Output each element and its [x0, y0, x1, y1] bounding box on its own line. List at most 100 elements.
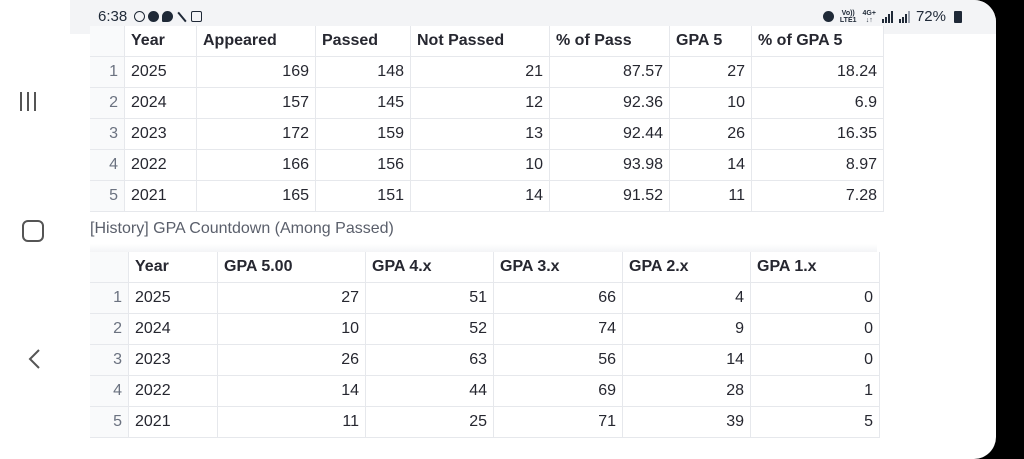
row-index: 3	[90, 118, 125, 150]
table-cell: 165	[196, 180, 316, 212]
table-cell: 2021	[124, 180, 197, 212]
table-cell: 25	[365, 406, 494, 438]
table-cell: 5	[750, 406, 880, 438]
table-cell: 51	[365, 282, 494, 314]
table-cell: 91.52	[549, 180, 670, 212]
column-header[interactable]: % of GPA 5	[751, 26, 884, 57]
index-header	[90, 252, 129, 283]
table-row: 4 2022 14 44 69 28 1	[90, 375, 880, 407]
table-cell: 10	[217, 313, 366, 345]
row-index: 1	[90, 56, 125, 88]
table-cell: 148	[315, 56, 411, 88]
table-cell: 14	[622, 344, 751, 376]
row-index: 2	[90, 313, 129, 345]
status-bar-right: Vo)) LTE1 4G+ ↓↑ 72%	[822, 8, 962, 25]
column-header[interactable]: Year	[124, 26, 197, 57]
column-header[interactable]: Year	[128, 252, 218, 283]
table-cell: 14	[410, 180, 550, 212]
section-caption: [History] GPA Countdown (Among Passed)	[90, 220, 394, 237]
caption-divider	[90, 244, 877, 252]
column-header[interactable]: % of Pass	[549, 26, 670, 57]
table-cell: 66	[493, 282, 623, 314]
volte-label: Vo))	[841, 9, 855, 17]
alarm-icon	[822, 11, 834, 22]
table-cell: 169	[196, 56, 316, 88]
table-cell: 159	[315, 118, 411, 150]
table-row: 2 2024 157 145 12 92.36 10 6.9	[90, 87, 884, 119]
table-cell: 13	[410, 118, 550, 150]
gpa-table[interactable]: Year GPA 5.00 GPA 4.x GPA 3.x GPA 2.x GP…	[90, 252, 880, 438]
column-header[interactable]: GPA 1.x	[750, 252, 880, 283]
table-cell: 26	[669, 118, 752, 150]
table-cell: 56	[493, 344, 623, 376]
table-cell: 39	[622, 406, 751, 438]
table-cell: 10	[410, 149, 550, 181]
whatsapp-icon	[134, 11, 146, 22]
column-header[interactable]: GPA 5.00	[217, 252, 366, 283]
table-row: 5 2021 165 151 14 91.52 11 7.28	[90, 180, 884, 212]
gallery-icon	[191, 11, 203, 22]
table-cell: 63	[365, 344, 494, 376]
row-index: 5	[90, 406, 129, 438]
column-header[interactable]: Not Passed	[410, 26, 550, 57]
column-header[interactable]: GPA 5	[669, 26, 752, 57]
status-bar-left: 6:38	[98, 8, 203, 25]
recent-apps-button[interactable]	[20, 92, 36, 111]
column-header[interactable]: Appeared	[196, 26, 316, 57]
screen: 6:38 Vo)) LTE1 4G+ ↓↑ 72%	[0, 0, 996, 459]
network-type-label: 4G+	[862, 9, 876, 17]
back-arrow-icon	[28, 349, 40, 369]
row-index: 2	[90, 87, 125, 119]
table-cell: 27	[669, 56, 752, 88]
data-activity-label: ↓↑	[865, 16, 873, 24]
table-row: 3 2023 172 159 13 92.44 26 16.35	[90, 118, 884, 150]
table-cell: 10	[669, 87, 752, 119]
signal-2-icon	[898, 10, 910, 23]
column-header[interactable]: GPA 4.x	[365, 252, 494, 283]
column-header[interactable]: GPA 2.x	[622, 252, 751, 283]
table-cell: 2023	[124, 118, 197, 150]
table-cell: 6.9	[751, 87, 884, 119]
back-button[interactable]	[26, 348, 46, 370]
table-cell: 14	[217, 375, 366, 407]
table-cell: 156	[315, 149, 411, 181]
table-cell: 1	[750, 375, 880, 407]
table-cell: 0	[750, 344, 880, 376]
table-cell: 2024	[128, 313, 218, 345]
table-cell: 28	[622, 375, 751, 407]
table-cell: 18.24	[751, 56, 884, 88]
table-cell: 21	[410, 56, 550, 88]
table-cell: 151	[315, 180, 411, 212]
table-cell: 16.35	[751, 118, 884, 150]
table-cell: 92.44	[549, 118, 670, 150]
column-header[interactable]: Passed	[315, 26, 411, 57]
column-header[interactable]: GPA 3.x	[493, 252, 623, 283]
table-cell: 172	[196, 118, 316, 150]
table-row: 5 2021 11 25 71 39 5	[90, 406, 880, 438]
table-header-row: Year GPA 5.00 GPA 4.x GPA 3.x GPA 2.x GP…	[90, 252, 880, 283]
table-cell: 11	[217, 406, 366, 438]
lte-label: LTE1	[839, 16, 857, 24]
table-cell: 74	[493, 313, 623, 345]
table-cell: 166	[196, 149, 316, 181]
table-cell: 27	[217, 282, 366, 314]
table-cell: 87.57	[549, 56, 670, 88]
table-cell: 93.98	[549, 149, 670, 181]
table-row: 2 2024 10 52 74 9 0	[90, 313, 880, 345]
table-cell: 14	[669, 149, 752, 181]
table-header-row: Year Appeared Passed Not Passed % of Pas…	[90, 26, 884, 57]
facebook-icon	[148, 11, 160, 22]
table-cell: 7.28	[751, 180, 884, 212]
row-index: 1	[90, 282, 129, 314]
table-cell: 8.97	[751, 149, 884, 181]
results-table[interactable]: Year Appeared Passed Not Passed % of Pas…	[90, 26, 884, 212]
row-index: 4	[90, 375, 129, 407]
table-cell: 92.36	[549, 87, 670, 119]
row-index: 3	[90, 344, 129, 376]
table-cell: 145	[315, 87, 411, 119]
battery-percent: 72%	[915, 8, 946, 25]
magic-wand-icon	[176, 11, 188, 23]
table-cell: 71	[493, 406, 623, 438]
table-cell: 2022	[128, 375, 218, 407]
home-button[interactable]	[22, 220, 44, 242]
